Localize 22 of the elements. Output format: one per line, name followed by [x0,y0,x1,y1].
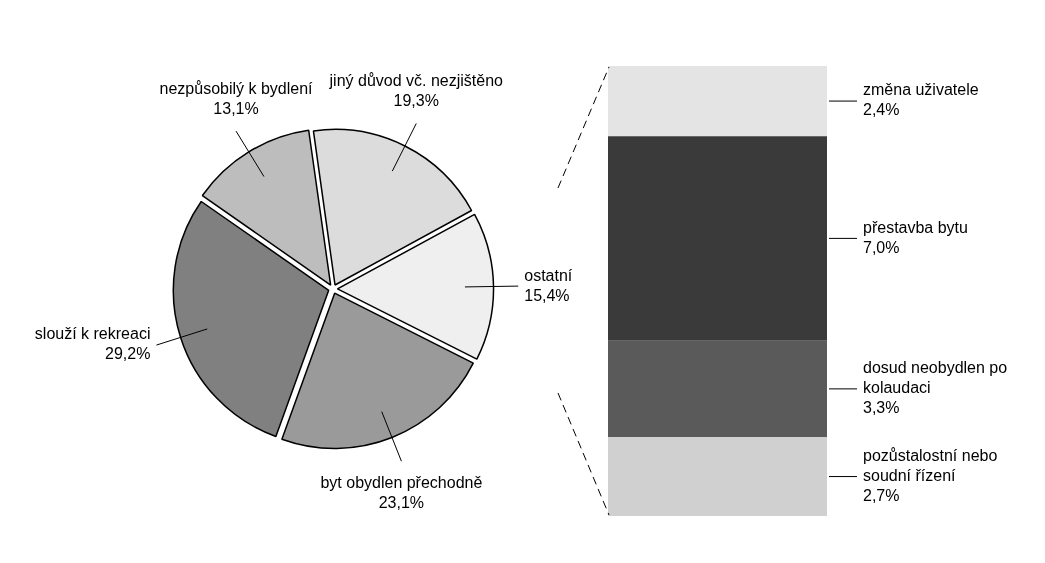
data-label: 13,1% [213,99,259,117]
data-label: 2,4% [863,101,900,119]
data-label: 19,3% [393,91,439,109]
data-label: 2,7% [863,486,900,504]
text: dosud neobydlen po kolaudaci [863,359,1008,397]
slice-label: byt obydlen přechodně [320,473,483,491]
slice-label: jiný důvod vč. nezjištěno [328,71,504,89]
slice-label: ostatní [524,266,573,284]
data-label: 7,0% [863,238,900,256]
bar [608,136,827,341]
bar [608,66,827,137]
text: změna uživatele [863,81,979,99]
text: přestavba bytu [863,218,968,236]
data-label: 15,4% [524,286,570,304]
bar [608,437,827,516]
text: pozůstalostní nebo soudní řízení [863,446,998,484]
slice-label: nezpůsobilý k bydlení [159,79,314,97]
data-label: 23,1% [378,493,425,511]
data-label: 29,2% [105,345,151,363]
data-label: 3,3% [863,399,900,417]
slice-label: slouží k rekreaci [34,325,151,343]
bar [608,340,827,438]
